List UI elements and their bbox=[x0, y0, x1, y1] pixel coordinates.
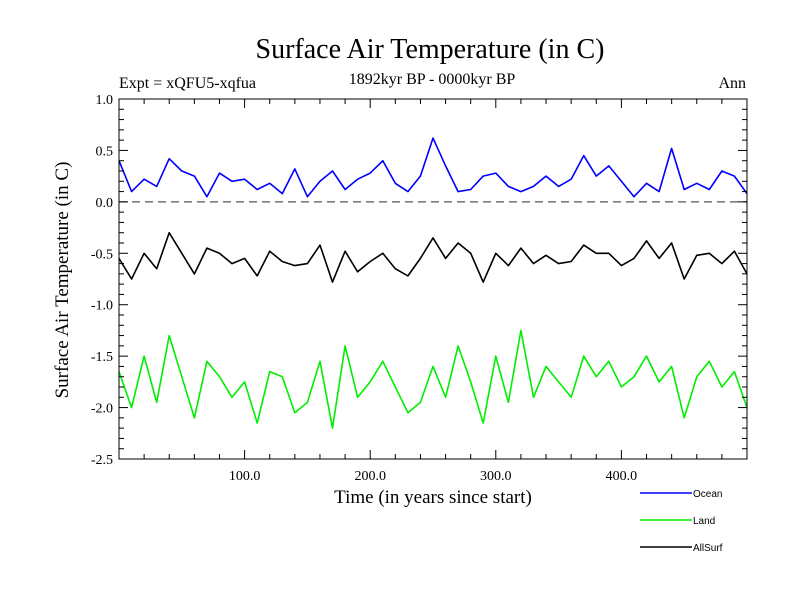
y-axis-label: Surface Air Temperature (in C) bbox=[52, 162, 73, 399]
chart-title: Surface Air Temperature (in C) bbox=[256, 34, 605, 65]
season-label: Ann bbox=[718, 75, 746, 92]
x-tick-label: 300.0 bbox=[480, 469, 512, 484]
series-line-land bbox=[118, 329, 748, 429]
legend-label-land: Land bbox=[693, 516, 715, 527]
legend: Ocean Land AllSurf bbox=[640, 489, 723, 554]
y-tick-label: 0.0 bbox=[96, 196, 114, 211]
series-layer bbox=[118, 137, 748, 429]
legend-label-allsurf: AllSurf bbox=[693, 543, 723, 554]
series-line-ocean bbox=[118, 137, 748, 198]
x-axis: 100.0 200.0 300.0 400.0 bbox=[143, 99, 723, 484]
x-tick-label: 100.0 bbox=[229, 469, 261, 484]
y-tick-label: -0.5 bbox=[91, 247, 113, 262]
x-tick-label: 200.0 bbox=[354, 469, 386, 484]
y-tick-label: -1.0 bbox=[91, 299, 113, 314]
y-tick-label: -1.5 bbox=[91, 350, 113, 365]
period-label: 1892kyr BP - 0000kyr BP bbox=[349, 71, 516, 88]
y-tick-label: -2.5 bbox=[91, 453, 113, 468]
y-tick-label: 1.0 bbox=[96, 93, 114, 108]
y-tick-label: -2.0 bbox=[91, 402, 113, 417]
y-axis: 1.0 0.5 0.0 -0.5 -1.0 -1.5 -2.0 -2.5 bbox=[91, 93, 747, 468]
expt-label: Expt = xQFU5-xqfua bbox=[119, 75, 256, 92]
plot-frame bbox=[118, 98, 748, 460]
series-line-allsurf bbox=[118, 231, 748, 283]
x-tick-label: 400.0 bbox=[606, 469, 638, 484]
plot-area: 100.0 200.0 300.0 400.0 1.0 0.5 0.0 -0.5 -1.0 -1… bbox=[91, 93, 748, 484]
y-tick-label: 0.5 bbox=[96, 144, 114, 159]
x-axis-label: Time (in years since start) bbox=[334, 487, 532, 508]
legend-label-ocean: Ocean bbox=[693, 489, 722, 500]
